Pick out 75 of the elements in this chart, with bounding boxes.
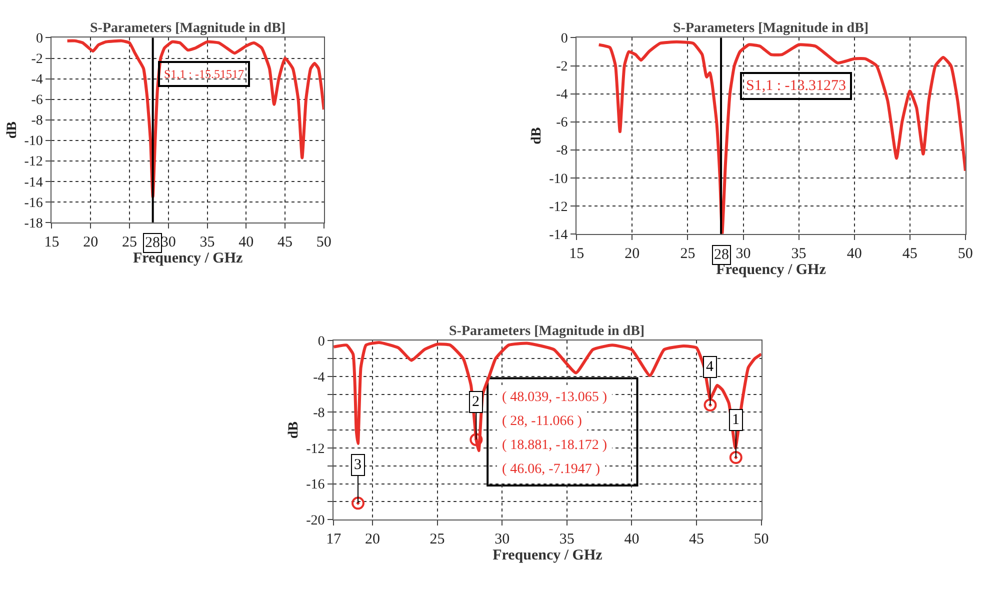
x-tick-label: 25: [430, 532, 445, 548]
x-tick-label: 40: [238, 234, 254, 250]
y-tick-label: -4: [313, 370, 325, 386]
y-tick-label: -16: [306, 478, 325, 493]
point: [729, 451, 742, 464]
y-tick-label: 0: [318, 334, 325, 350]
x-tick-label: 35: [559, 532, 574, 548]
x-tick-label: 15: [44, 234, 60, 250]
x-tick-label: 50: [958, 246, 973, 262]
x-tick-label: 35: [200, 234, 215, 250]
x-tick-label: 45: [689, 532, 704, 548]
ref-line-label: 28: [714, 247, 729, 263]
x-tick-label: 25: [680, 246, 696, 262]
y-tick-label: 0: [560, 32, 568, 47]
point: [704, 398, 717, 412]
x-tick-label: 40: [624, 532, 640, 548]
x-tick-label: 50: [754, 532, 769, 548]
y-tick-label: -2: [31, 52, 43, 68]
y-tick-label: -12: [24, 154, 43, 170]
annotation: ( 18.881, -18.172 ): [502, 438, 608, 453]
x-tick-label: 25: [122, 234, 137, 250]
y-tick-label: -6: [31, 93, 43, 108]
y-tick-label: -12: [549, 200, 568, 215]
annotation: 1: [732, 412, 740, 428]
y-axis-title: dB: [286, 422, 302, 439]
y-tick-label: -10: [24, 134, 43, 150]
y-tick-label: -6: [556, 116, 568, 131]
annotation: ( 48.039, -13.065 ): [502, 390, 608, 405]
y-tick-label: -18: [24, 216, 43, 232]
y-axis-title: dB: [530, 127, 545, 144]
y-tick-label: -4: [31, 72, 43, 88]
y-axis-title: dB: [4, 121, 20, 139]
y-tick-label: -10: [549, 172, 568, 187]
x-tick-label: 45: [902, 246, 918, 262]
x-tick-label: 20: [365, 532, 380, 548]
line-series: [66, 39, 324, 198]
x-tick-label: 50: [316, 234, 332, 250]
y-tick-label: -8: [313, 406, 325, 422]
chart-title: S-Parameters [Magnitude in dB]: [449, 324, 645, 339]
point: [470, 433, 483, 446]
x-tick-label: 20: [624, 246, 640, 262]
annotation: 2: [472, 394, 480, 410]
y-tick-label: -4: [556, 88, 568, 103]
y-tick-label: -12: [306, 442, 325, 457]
x-tick-label: 45: [278, 234, 293, 250]
annotation: 3: [354, 457, 362, 473]
y-tick-label: -8: [31, 114, 43, 129]
annotation: ( 28, -11.066 ): [502, 414, 582, 429]
y-tick-label: 0: [36, 32, 43, 47]
x-tick-label: 17: [326, 532, 342, 548]
x-tick-label: 30: [494, 532, 510, 548]
x-tick-label: 40: [846, 246, 862, 262]
annotation: 4: [706, 359, 714, 375]
x-tick-label: 30: [160, 234, 176, 250]
chart-title: S-Parameters [Magnitude in dB]: [90, 21, 286, 36]
annotation: S1,1 : -15.51517: [164, 67, 244, 81]
y-tick-label: -2: [556, 60, 568, 75]
chart-title: S-Parameters [Magnitude in dB]: [673, 21, 869, 36]
x-tick-label: 30: [736, 246, 751, 262]
line-series: [597, 40, 966, 234]
y-tick-label: -14: [549, 228, 568, 243]
y-tick-label: -14: [24, 175, 43, 190]
x-tick-label: 35: [791, 246, 806, 262]
ref-line-label: 28: [145, 235, 160, 251]
x-axis-title: Frequency / GHz: [492, 548, 603, 564]
x-tick-label: 15: [569, 246, 584, 262]
y-tick-label: -20: [306, 513, 325, 528]
annotation: ( 46.06, -7.1947 ): [502, 462, 600, 477]
annotation: S1,1 : -13.31273: [746, 78, 846, 94]
y-tick-label: -16: [24, 196, 43, 211]
x-tick-label: 20: [83, 234, 98, 250]
x-axis-title: Frequency / GHz: [716, 262, 826, 278]
y-tick-label: -8: [556, 144, 568, 159]
point: [352, 496, 364, 510]
x-axis-title: Frequency / GHz: [132, 250, 244, 266]
